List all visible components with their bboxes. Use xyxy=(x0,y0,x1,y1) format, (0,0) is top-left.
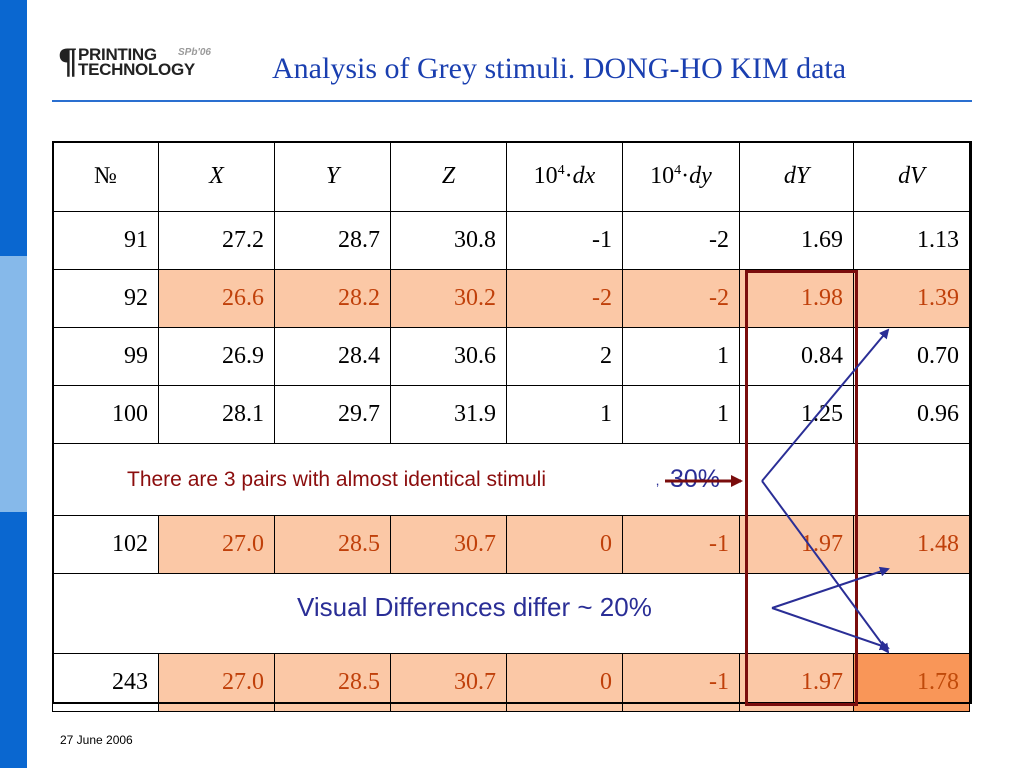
table-cell: -1 xyxy=(622,653,740,712)
table-row: 92 26.6 28.2 30.2 -2 -2 1.98 1.39 xyxy=(52,269,970,328)
table-row: 91 27.2 28.7 30.8 -1 -2 1.69 1.13 xyxy=(52,211,970,270)
logo-tag: SPb'06 xyxy=(178,47,211,58)
header-row: № X Y Z 104·dx 104·dy dY dV xyxy=(52,141,970,212)
table-cell: 28.7 xyxy=(274,211,391,270)
logo-pilcrow: ¶ xyxy=(58,40,78,80)
table-cell: -2 xyxy=(622,269,740,328)
table-cell: 27.0 xyxy=(158,653,275,712)
header-y: Y xyxy=(274,141,391,212)
table-cell: 99 xyxy=(52,327,159,386)
table-cell: 30.8 xyxy=(390,211,507,270)
printing-technology-logo: ¶ PRINTING TECHNOLOGY SPb'06 xyxy=(58,42,228,82)
table-cell: 30.7 xyxy=(390,653,507,712)
header-dx: 104·dx xyxy=(506,141,623,212)
table-cell: 0.70 xyxy=(853,327,970,386)
table-cell: 28.1 xyxy=(158,385,275,444)
table-cell: 0 xyxy=(506,653,623,712)
table-cell: -1 xyxy=(506,211,623,270)
table-cell: 27.2 xyxy=(158,211,275,270)
table-cell: 26.6 xyxy=(158,269,275,328)
table-cell: 2 xyxy=(506,327,623,386)
table-cell: 1.69 xyxy=(739,211,854,270)
table-cell: 243 xyxy=(52,653,159,712)
table-cell: 28.4 xyxy=(274,327,391,386)
table-cell: 0.96 xyxy=(853,385,970,444)
table-cell: 31.9 xyxy=(390,385,507,444)
table-cell: 1.39 xyxy=(853,269,970,328)
table-cell: 0 xyxy=(506,515,623,574)
table-cell: 1.98 xyxy=(739,269,854,328)
table-cell: -1 xyxy=(622,515,740,574)
table-cell: 28.2 xyxy=(274,269,391,328)
table-cell: 1 xyxy=(506,385,623,444)
table-cell: 1 xyxy=(622,327,740,386)
table-cell: 30.6 xyxy=(390,327,507,386)
table-cell: 1.13 xyxy=(853,211,970,270)
table-cell: 26.9 xyxy=(158,327,275,386)
thirty-percent-label: 30% xyxy=(670,465,721,493)
identical-stimuli-note: There are 3 pairs with almost identical … xyxy=(127,468,546,491)
table-cell: -2 xyxy=(622,211,740,270)
footer-date: 27 June 2006 xyxy=(60,733,133,747)
logo-line2: TECHNOLOGY xyxy=(78,60,195,79)
table-cell: 1 xyxy=(622,385,740,444)
table-cell: 30.2 xyxy=(390,269,507,328)
max-dv-cell: 1.78 xyxy=(853,653,970,712)
table-cell: 28.5 xyxy=(274,515,391,574)
table-cell: 102 xyxy=(52,515,159,574)
tick-mark: ‚ xyxy=(656,472,660,488)
table-cell: 92 xyxy=(52,269,159,328)
table-cell: 91 xyxy=(52,211,159,270)
table-cell: 100 xyxy=(52,385,159,444)
visual-difference-note: Visual Differences differ ~ 20% xyxy=(297,592,652,622)
header-dY: dY xyxy=(739,141,854,212)
header-dV: dV xyxy=(853,141,970,212)
table-cell: 1.48 xyxy=(853,515,970,574)
table-cell: 29.7 xyxy=(274,385,391,444)
title-divider xyxy=(52,100,972,102)
table-cell: 28.5 xyxy=(274,653,391,712)
header-x: X xyxy=(158,141,275,212)
table-cell: -2 xyxy=(506,269,623,328)
header-z: Z xyxy=(390,141,507,212)
header-number: № xyxy=(52,141,159,212)
table-cell: 27.0 xyxy=(158,515,275,574)
logo-line1: PRINTING xyxy=(78,45,157,64)
header-dy: 104·dy xyxy=(622,141,740,212)
slide-title: Analysis of Grey stimuli. DONG-HO KIM da… xyxy=(272,52,847,85)
sidebar-band-light xyxy=(0,256,27,512)
dy-column-highlight-box xyxy=(745,270,858,706)
table-cell: 30.7 xyxy=(390,515,507,574)
